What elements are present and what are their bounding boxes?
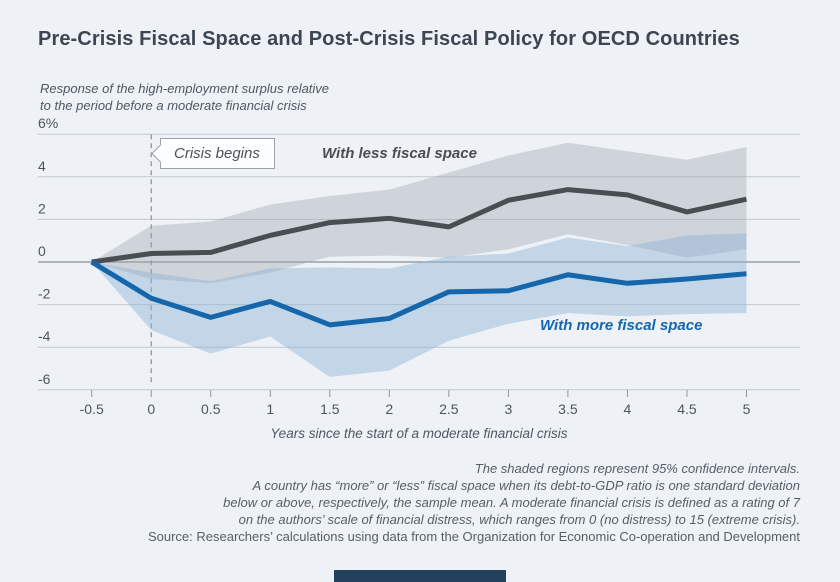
svg-text:1: 1 <box>266 401 274 417</box>
svg-text:3.5: 3.5 <box>558 401 578 417</box>
svg-text:4: 4 <box>624 401 632 417</box>
source-line: Source: Researchers’ calculations using … <box>147 529 800 544</box>
nber-logo-bar <box>334 570 506 582</box>
svg-text:5: 5 <box>743 401 751 417</box>
svg-text:3: 3 <box>504 401 512 417</box>
svg-text:4.5: 4.5 <box>677 401 697 417</box>
footnote-block: The shaded regions represent 95% confide… <box>20 460 800 545</box>
svg-text:-6: -6 <box>38 371 51 387</box>
svg-text:-2: -2 <box>38 286 51 302</box>
crisis-begins-callout: Crisis begins <box>151 138 275 169</box>
svg-text:1.5: 1.5 <box>320 401 340 417</box>
footnote-line: The shaded regions represent 95% confide… <box>474 461 800 476</box>
crisis-begins-label: Crisis begins <box>174 145 260 162</box>
svg-text:-4: -4 <box>38 328 51 344</box>
x-axis-title: Years since the start of a moderate fina… <box>270 426 568 441</box>
svg-text:0.5: 0.5 <box>201 401 221 417</box>
series-label-less-fiscal-space: With less fiscal space <box>322 145 477 162</box>
svg-text:6%: 6% <box>38 115 58 131</box>
svg-text:0: 0 <box>147 401 155 417</box>
footnote-line: below or above, respectively, the sample… <box>223 495 800 510</box>
svg-text:0: 0 <box>38 243 46 259</box>
footnote-line: on the authors’ scale of financial distr… <box>238 512 800 527</box>
svg-text:2: 2 <box>385 401 393 417</box>
series-label-more-fiscal-space: With more fiscal space <box>540 317 703 334</box>
chart-subtitle: Response of the high-employment surplus … <box>40 81 330 113</box>
svg-text:4: 4 <box>38 158 46 174</box>
svg-text:-0.5: -0.5 <box>80 401 104 417</box>
svg-text:2.5: 2.5 <box>439 401 459 417</box>
svg-text:2: 2 <box>38 200 46 216</box>
chart-title: Pre-Crisis Fiscal Space and Post-Crisis … <box>38 28 740 50</box>
footnote-line: A country has “more” or “less” fiscal sp… <box>252 478 800 493</box>
